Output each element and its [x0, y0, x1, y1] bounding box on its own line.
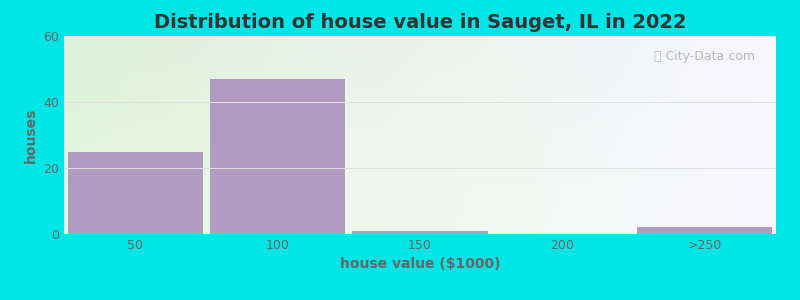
Bar	[352, 231, 488, 234]
Bar	[637, 227, 773, 234]
X-axis label: house value ($1000): house value ($1000)	[340, 257, 500, 272]
Text: ⓘ City-Data.com: ⓘ City-Data.com	[654, 50, 754, 63]
Bar	[67, 152, 203, 234]
Title: Distribution of house value in Sauget, IL in 2022: Distribution of house value in Sauget, I…	[154, 13, 686, 32]
Y-axis label: houses: houses	[24, 107, 38, 163]
Bar	[210, 79, 346, 234]
